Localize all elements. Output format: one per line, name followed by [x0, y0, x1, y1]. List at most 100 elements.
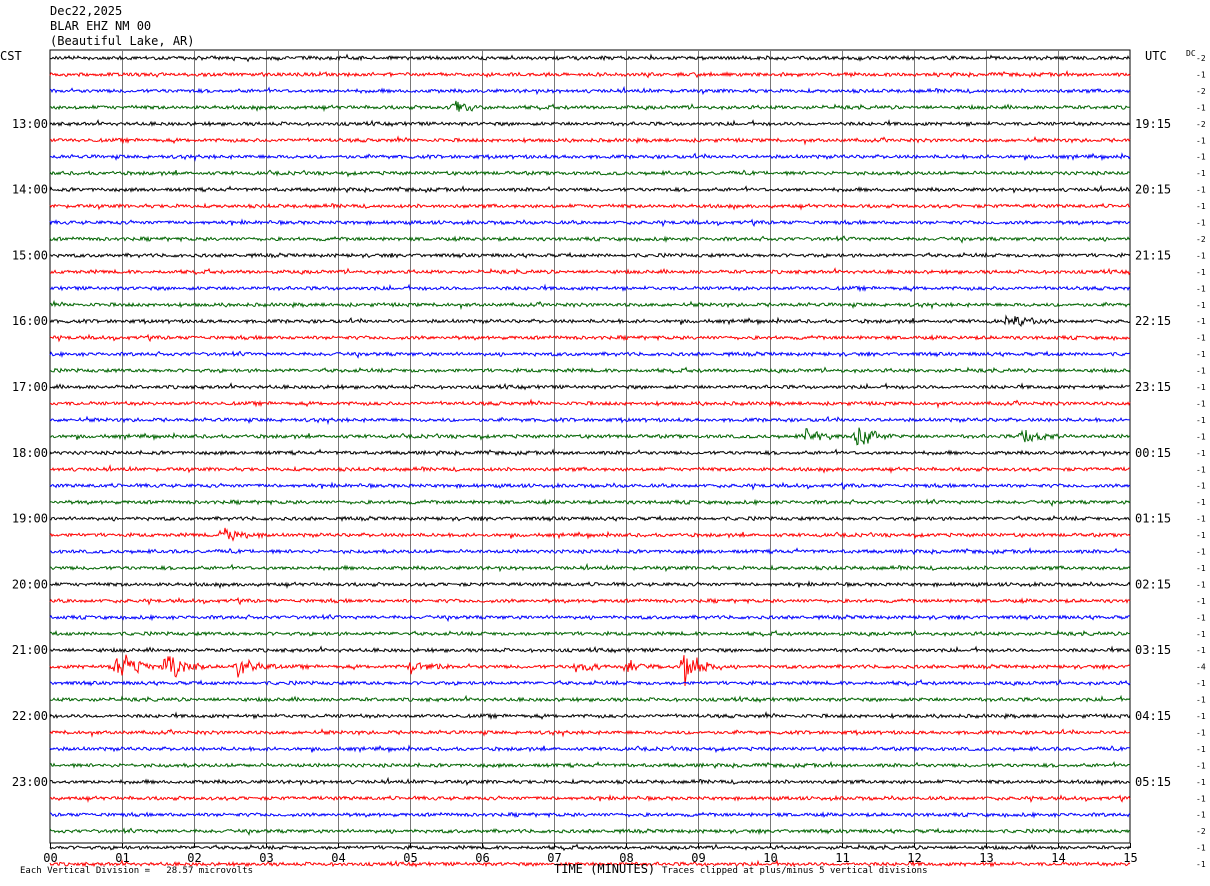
dc-offset-label: -1: [1196, 186, 1206, 195]
left-hour-label: 21:00: [12, 643, 48, 657]
dc-offset-label: -1: [1196, 219, 1206, 228]
trace-line: [50, 547, 1131, 556]
trace-line: [49, 859, 1131, 868]
trace-line: [49, 53, 1131, 63]
x-tick-label: 02: [187, 851, 201, 865]
dc-offset-label: -1: [1196, 70, 1206, 79]
dc-offset-label: -2: [1196, 120, 1206, 129]
trace-line: [49, 481, 1131, 491]
dc-header-label: DC: [1186, 49, 1196, 58]
x-axis-title: TIME (MINUTES): [554, 862, 656, 876]
dc-offset-label: -1: [1196, 712, 1206, 721]
trace-line: [49, 218, 1131, 228]
dc-offset-label: -1: [1196, 202, 1206, 211]
trace-line: [49, 135, 1131, 146]
dc-offset-label: -1: [1196, 613, 1206, 622]
dc-offset-label: -1: [1196, 745, 1206, 754]
dc-offset-label: -1: [1196, 548, 1206, 557]
dc-offset-label: -2: [1196, 54, 1206, 63]
x-tick-label: 14: [1051, 851, 1065, 865]
x-tick-label: 12: [907, 851, 921, 865]
right-hour-label: 19:15: [1135, 117, 1171, 131]
x-tick-label: 05: [403, 851, 417, 865]
scale-note: Each Vertical Division = 28.57 microvolt…: [20, 866, 253, 876]
header-location: (Beautiful Lake, AR): [50, 34, 195, 48]
plot-frame: [49, 49, 1131, 844]
dc-offset-label: -2: [1196, 87, 1206, 96]
right-hour-label: 21:15: [1135, 248, 1171, 262]
trace-line: [49, 744, 1131, 754]
dc-offset-label: -1: [1196, 350, 1206, 359]
trace-line: [49, 184, 1131, 194]
dc-offset-label: -1: [1196, 399, 1206, 408]
left-timezone-label: CST: [0, 49, 22, 63]
left-hour-label: 19:00: [12, 512, 48, 526]
right-hour-label: 02:15: [1135, 577, 1171, 591]
trace-line: [50, 366, 1131, 374]
right-hour-label: 00:15: [1135, 446, 1171, 460]
dc-offset-label: -1: [1196, 597, 1206, 606]
trace-line: [49, 152, 1131, 162]
x-tick-label: 10: [763, 851, 777, 865]
dc-offset-label: -1: [1196, 630, 1206, 639]
trace-line: [49, 827, 1131, 836]
trace-line: [49, 679, 1131, 687]
x-tick-label: 06: [475, 851, 489, 865]
dc-offset-label: -1: [1196, 416, 1206, 425]
trace-line: [49, 382, 1131, 391]
x-tick-label: 00: [43, 851, 57, 865]
header-date: Dec22,2025: [50, 4, 123, 18]
x-tick-label: 04: [331, 851, 345, 865]
right-hour-label: 03:15: [1135, 643, 1171, 657]
x-tick-label: 11: [835, 851, 849, 865]
trace-line: [49, 527, 1131, 542]
dc-offset-label: -2: [1196, 235, 1206, 244]
dc-offset-label: -1: [1196, 696, 1206, 705]
trace-line: [49, 694, 1131, 704]
dc-offset-label: -1: [1196, 432, 1206, 441]
left-hour-label: 16:00: [12, 314, 48, 328]
dc-offset-label: -1: [1196, 136, 1206, 145]
trace-line: [49, 794, 1131, 804]
clip-note: Traces clipped at plus/minus 5 vertical …: [662, 866, 928, 876]
dc-offset-label: -1: [1196, 482, 1206, 491]
trace-line: [49, 235, 1131, 244]
dc-offset-label: -1: [1196, 564, 1206, 573]
trace-line: [49, 314, 1131, 327]
dc-offset-label: -1: [1196, 498, 1206, 507]
trace-line: [49, 776, 1131, 787]
trace-line: [49, 251, 1131, 259]
trace-line: [49, 333, 1131, 343]
dc-offset-label: -1: [1196, 515, 1206, 524]
dc-offset-label: -1: [1196, 317, 1206, 326]
right-hour-label: 20:15: [1135, 183, 1171, 197]
trace-line: [49, 580, 1131, 590]
trace-line: [49, 629, 1131, 638]
trace-line: [49, 711, 1131, 720]
x-tick-label: 07: [547, 851, 561, 865]
dc-offset-label: -1: [1196, 794, 1206, 803]
trace-line: [50, 398, 1131, 409]
left-hour-label: 18:00: [12, 446, 48, 460]
dc-offset-label: -1: [1196, 646, 1206, 655]
dc-offset-label: -1: [1196, 334, 1206, 343]
trace-line: [50, 100, 1130, 113]
trace-line: [49, 645, 1131, 654]
trace-line: [49, 613, 1131, 623]
dc-offset-label: -1: [1196, 449, 1206, 458]
trace-line: [49, 654, 1131, 687]
trace-line: [49, 427, 1131, 446]
dc-offset-label: -1: [1196, 465, 1206, 474]
x-tick-label: 15: [1123, 851, 1137, 865]
dc-offset-label: -1: [1196, 860, 1206, 869]
dc-offset-label: -1: [1196, 301, 1206, 310]
dc-offset-label: -1: [1196, 268, 1206, 277]
dc-offset-label: -1: [1196, 251, 1206, 260]
trace-line: [49, 202, 1131, 211]
trace-line: [49, 283, 1131, 293]
trace-line: [49, 514, 1131, 523]
trace-line: [50, 267, 1131, 276]
trace-line: [49, 464, 1131, 474]
dc-offset-label: -1: [1196, 103, 1206, 112]
